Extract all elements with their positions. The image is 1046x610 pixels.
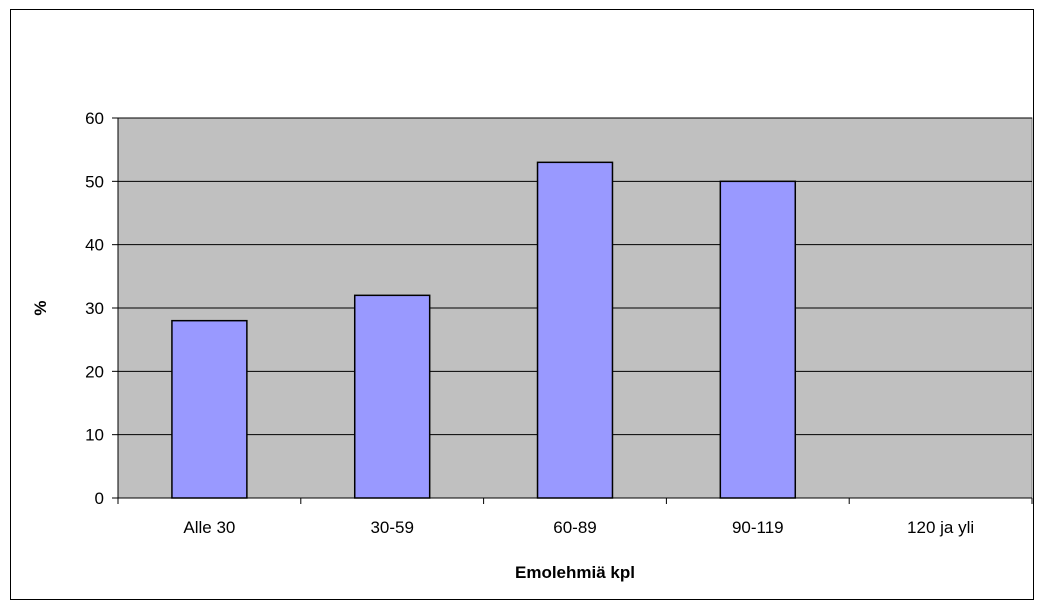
y-tick-label: 30 bbox=[85, 299, 104, 318]
x-tick-label: 30-59 bbox=[370, 518, 413, 537]
chart-frame: 0 10 20 30 40 50 60 Alle 30 30-59 60-89 90-119 120… bbox=[10, 9, 1034, 600]
y-tick-label: 60 bbox=[85, 109, 104, 128]
x-tick-label: Alle 30 bbox=[183, 518, 235, 537]
x-tick-label: 90-119 bbox=[732, 518, 784, 537]
y-tick-label: 20 bbox=[85, 362, 104, 381]
bars bbox=[171, 161, 797, 499]
x-tick-label: 120 ja yli bbox=[907, 518, 974, 537]
x-tick-labels: Alle 30 30-59 60-89 90-119 120 ja yli bbox=[183, 518, 974, 537]
bar bbox=[171, 319, 248, 499]
y-tick-label: 50 bbox=[85, 172, 104, 191]
bar bbox=[536, 161, 614, 499]
bar bbox=[719, 180, 797, 499]
y-axis-title: % bbox=[31, 300, 50, 315]
y-tick-label: 10 bbox=[85, 426, 104, 445]
bar-chart: 0 10 20 30 40 50 60 Alle 30 30-59 60-89 90-119 120… bbox=[31, 109, 1033, 582]
bar bbox=[353, 294, 431, 499]
axes bbox=[112, 117, 1033, 504]
x-axis-title: Emolehmiä kpl bbox=[515, 563, 635, 582]
x-tick-label: 60-89 bbox=[553, 518, 596, 537]
y-tick-labels: 0 10 20 30 40 50 60 bbox=[85, 109, 104, 508]
y-tick-label: 40 bbox=[85, 236, 104, 255]
y-tick-label: 0 bbox=[95, 489, 104, 508]
